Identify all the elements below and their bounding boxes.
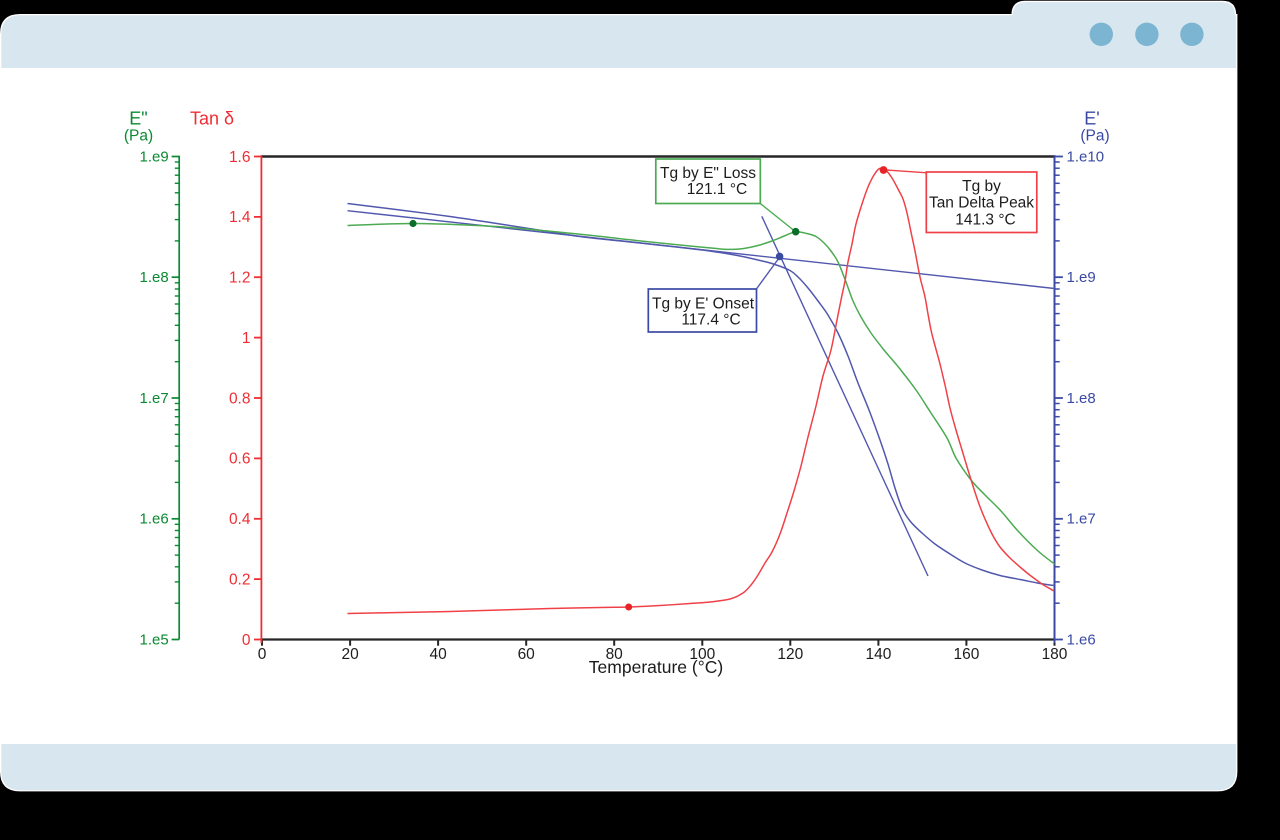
svg-text:Tg by E' Onset: Tg by E' Onset: [652, 296, 755, 313]
svg-text:120: 120: [777, 646, 803, 663]
svg-text:1.e7: 1.e7: [139, 390, 168, 407]
svg-text:Tg by: Tg by: [962, 178, 1001, 195]
svg-text:Temperature (°C): Temperature (°C): [589, 657, 723, 677]
svg-text:Tan δ: Tan δ: [190, 109, 234, 129]
svg-text:1.6: 1.6: [229, 149, 251, 166]
svg-text:180: 180: [1042, 646, 1068, 663]
svg-text:1.e9: 1.e9: [1067, 269, 1096, 286]
svg-text:E': E': [1084, 109, 1099, 129]
svg-text:121.1 °C: 121.1 °C: [687, 181, 748, 198]
svg-text:E": E": [129, 109, 147, 129]
svg-text:20: 20: [341, 646, 359, 663]
svg-text:0: 0: [258, 646, 267, 663]
svg-text:1.e6: 1.e6: [139, 511, 168, 528]
svg-text:1.e5: 1.e5: [139, 631, 168, 648]
svg-text:1: 1: [242, 330, 251, 347]
svg-text:100: 100: [689, 646, 715, 663]
svg-text:(Pa): (Pa): [1080, 128, 1109, 145]
svg-text:0: 0: [242, 632, 251, 649]
svg-text:0.6: 0.6: [229, 451, 251, 468]
svg-text:40: 40: [429, 646, 447, 663]
svg-text:0.8: 0.8: [229, 390, 251, 407]
svg-text:1.2: 1.2: [229, 270, 251, 287]
svg-text:60: 60: [518, 646, 536, 663]
svg-text:1.e6: 1.e6: [1067, 631, 1096, 648]
svg-text:80: 80: [606, 646, 624, 663]
svg-text:141.3 °C: 141.3 °C: [955, 212, 1016, 229]
svg-text:1.4: 1.4: [229, 209, 251, 226]
svg-text:0.4: 0.4: [229, 511, 251, 528]
svg-text:117.4 °C: 117.4 °C: [681, 312, 740, 329]
svg-text:Tg by E" Loss: Tg by E" Loss: [660, 165, 756, 182]
svg-text:1.e8: 1.e8: [139, 269, 168, 286]
svg-text:Tan Delta Peak: Tan Delta Peak: [929, 195, 1034, 212]
svg-text:1.e10: 1.e10: [1067, 148, 1105, 165]
svg-text:1.e7: 1.e7: [1067, 511, 1096, 528]
svg-text:160: 160: [953, 646, 979, 663]
svg-text:(Pa): (Pa): [124, 128, 153, 145]
svg-text:1.e8: 1.e8: [1067, 390, 1096, 407]
svg-text:0.2: 0.2: [229, 571, 251, 588]
svg-text:1.e9: 1.e9: [139, 148, 168, 165]
svg-text:140: 140: [865, 646, 891, 663]
